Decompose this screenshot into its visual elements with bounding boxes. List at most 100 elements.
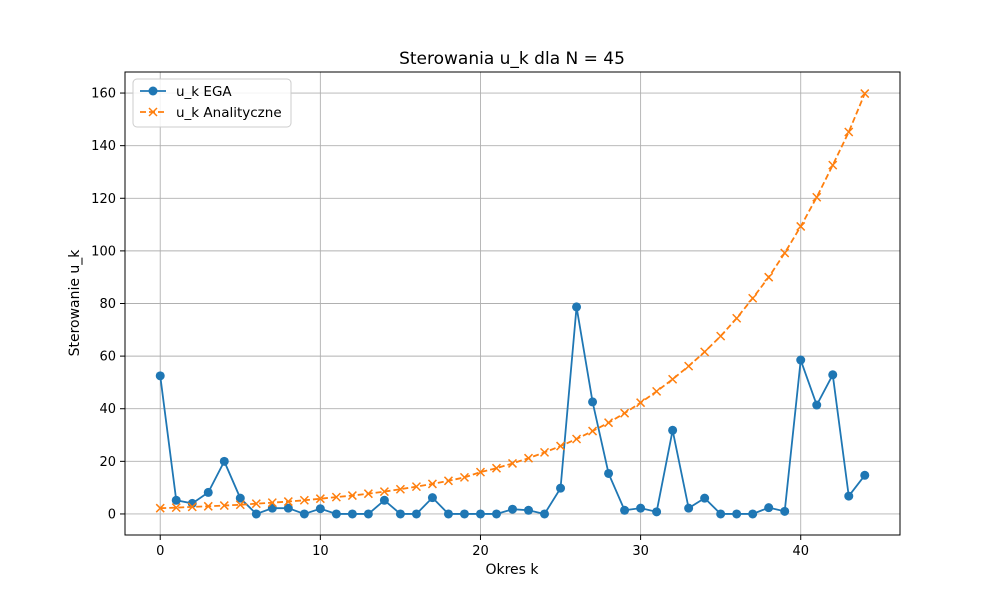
y-tick-label: 100 bbox=[91, 244, 116, 259]
data-point-1 bbox=[780, 248, 790, 258]
data-point-1 bbox=[235, 500, 245, 510]
data-point-0 bbox=[363, 509, 373, 519]
data-point-1 bbox=[251, 499, 261, 509]
data-point-1 bbox=[203, 501, 213, 511]
data-point-1 bbox=[491, 463, 502, 473]
data-point-0 bbox=[283, 503, 293, 513]
data-point-1 bbox=[459, 472, 469, 482]
data-point-1 bbox=[716, 331, 726, 341]
data-point-1 bbox=[507, 458, 518, 468]
data-point-0 bbox=[475, 509, 485, 519]
data-point-0 bbox=[860, 470, 870, 480]
data-point-0 bbox=[588, 397, 598, 407]
data-point-1 bbox=[636, 398, 646, 408]
data-point-1 bbox=[604, 418, 614, 428]
data-point-0 bbox=[315, 504, 325, 514]
data-point-1 bbox=[331, 492, 341, 502]
data-point-1 bbox=[732, 313, 742, 323]
ticks: 0 10 20 30 40 0 20 40 60 80 100 120 140 160 bbox=[91, 87, 809, 559]
series-layer bbox=[155, 89, 870, 519]
data-point-0 bbox=[524, 505, 534, 515]
data-point-1 bbox=[283, 497, 293, 507]
data-point-1 bbox=[620, 408, 630, 418]
x-tick-label: 20 bbox=[472, 544, 489, 559]
data-point-0 bbox=[780, 506, 790, 516]
data-point-1 bbox=[187, 502, 197, 512]
data-point-0 bbox=[844, 491, 854, 501]
data-point-0 bbox=[251, 509, 261, 519]
data-point-1 bbox=[700, 347, 710, 357]
data-point-1 bbox=[796, 221, 806, 231]
y-tick-label: 0 bbox=[108, 507, 116, 522]
data-point-1 bbox=[155, 503, 165, 513]
data-point-1 bbox=[347, 491, 357, 501]
data-point-0 bbox=[331, 509, 341, 519]
data-point-1 bbox=[315, 494, 325, 504]
y-tick-label: 80 bbox=[99, 297, 116, 312]
y-tick-label: 20 bbox=[99, 455, 116, 470]
data-point-1 bbox=[812, 192, 822, 202]
data-point-0 bbox=[556, 483, 566, 493]
data-point-0 bbox=[620, 505, 630, 515]
data-point-1 bbox=[668, 374, 678, 384]
data-point-0 bbox=[828, 370, 838, 380]
data-point-0 bbox=[540, 509, 550, 519]
data-point-0 bbox=[812, 400, 822, 410]
data-point-0 bbox=[395, 509, 405, 519]
x-tick-label: 30 bbox=[632, 544, 649, 559]
data-point-0 bbox=[572, 302, 582, 312]
data-point-0 bbox=[604, 468, 614, 478]
data-point-0 bbox=[235, 493, 245, 503]
x-tick-label: 0 bbox=[156, 544, 164, 559]
data-point-0 bbox=[411, 509, 421, 519]
data-point-1 bbox=[171, 503, 181, 513]
data-point-0 bbox=[716, 509, 726, 519]
data-point-0 bbox=[668, 425, 678, 435]
y-tick-label: 140 bbox=[91, 139, 116, 154]
legend-marker-ega bbox=[148, 86, 158, 96]
data-point-1 bbox=[363, 489, 373, 499]
data-point-0 bbox=[636, 503, 646, 513]
data-point-0 bbox=[443, 509, 453, 519]
data-point-1 bbox=[684, 361, 694, 371]
data-point-1 bbox=[299, 495, 309, 505]
x-tick-label: 40 bbox=[792, 544, 809, 559]
data-point-1 bbox=[748, 293, 758, 303]
data-point-0 bbox=[491, 509, 501, 519]
data-point-1 bbox=[395, 484, 405, 494]
y-axis-label: Sterowanie u_k bbox=[67, 249, 83, 357]
data-point-1 bbox=[588, 426, 598, 436]
data-point-0 bbox=[427, 493, 437, 503]
data-point-1 bbox=[652, 386, 662, 396]
data-point-1 bbox=[523, 453, 534, 463]
data-point-1 bbox=[844, 127, 854, 137]
data-point-0 bbox=[796, 355, 806, 365]
data-point-0 bbox=[187, 498, 197, 508]
legend-label-ega: u_k EGA bbox=[176, 84, 232, 100]
data-point-0 bbox=[347, 509, 357, 519]
data-point-0 bbox=[684, 503, 694, 513]
data-point-0 bbox=[203, 487, 213, 497]
data-point-0 bbox=[508, 504, 517, 514]
y-tick-label: 60 bbox=[99, 350, 116, 365]
data-point-1 bbox=[379, 487, 389, 497]
data-point-1 bbox=[443, 476, 453, 486]
legend-box bbox=[132, 78, 292, 128]
data-point-0 bbox=[171, 495, 181, 505]
y-tick-label: 160 bbox=[91, 87, 116, 102]
data-point-1 bbox=[427, 479, 437, 489]
data-point-1 bbox=[219, 501, 229, 511]
data-point-1 bbox=[411, 482, 421, 492]
legend: u_k EGA u_k Analityczne bbox=[132, 78, 292, 128]
data-point-1 bbox=[475, 467, 486, 477]
data-point-1 bbox=[572, 434, 582, 444]
data-point-1 bbox=[267, 498, 277, 508]
data-point-0 bbox=[748, 509, 758, 519]
chart-title: Sterowania u_k dla N = 45 bbox=[399, 49, 625, 69]
data-point-1 bbox=[828, 160, 838, 170]
legend-label-analityczne: u_k Analityczne bbox=[176, 105, 282, 121]
x-axis-label: Okres k bbox=[485, 562, 539, 578]
y-tick-label: 40 bbox=[99, 402, 116, 417]
data-point-0 bbox=[700, 493, 710, 503]
